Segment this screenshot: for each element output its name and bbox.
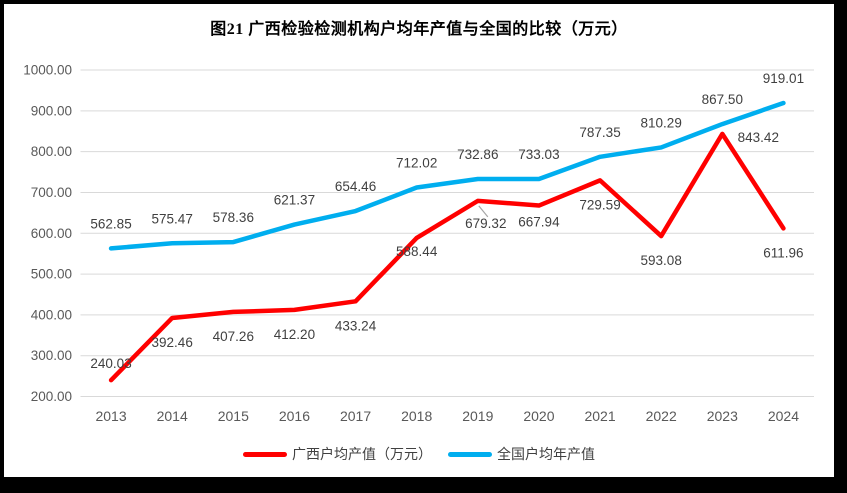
- y-axis-tick-label: 400.00: [31, 307, 72, 322]
- x-axis-tick-label: 2014: [157, 408, 188, 424]
- data-label: 787.35: [579, 125, 620, 140]
- data-label: 611.96: [763, 245, 803, 260]
- legend-label-guangxi: 广西户均产值（万元）: [292, 446, 432, 462]
- data-label: 679.32: [465, 216, 506, 231]
- data-label: 588.44: [396, 244, 438, 259]
- legend-item-national: 全国户均年产值: [448, 444, 595, 464]
- data-label: 732.86: [457, 147, 498, 162]
- x-axis-tick-label: 2020: [523, 408, 554, 424]
- y-axis-tick-label: 200.00: [31, 389, 72, 404]
- data-label: 578.36: [213, 210, 254, 225]
- national-series-line-icon: [448, 451, 492, 457]
- data-label: 412.20: [274, 327, 315, 342]
- x-axis-tick-label: 2017: [340, 408, 371, 424]
- data-label: 593.08: [641, 253, 682, 268]
- series-line-1: [108, 100, 786, 251]
- data-label: 667.94: [518, 215, 560, 230]
- x-axis-tick-label: 2019: [462, 408, 493, 424]
- x-axis-tick-label: 2015: [218, 408, 249, 424]
- y-axis-tick-label: 1000.00: [23, 63, 72, 78]
- chart-title: 图21 广西检验检测机构户均年产值与全国的比较（万元）: [210, 21, 628, 38]
- data-label: 733.03: [518, 147, 559, 162]
- y-axis-tick-label: 800.00: [31, 144, 72, 159]
- chart-legend: 广西户均产值（万元） 全国户均年产值: [4, 444, 834, 464]
- data-label: 575.47: [152, 211, 193, 226]
- data-label: 654.46: [335, 179, 376, 194]
- legend-item-guangxi: 广西户均产值（万元）: [243, 444, 432, 464]
- y-axis-tick-label: 900.00: [31, 103, 72, 118]
- data-label: 867.50: [702, 92, 743, 107]
- data-label: 392.46: [152, 335, 193, 350]
- y-axis-tick-label: 600.00: [31, 226, 72, 241]
- legend-label-national: 全国户均年产值: [497, 446, 595, 462]
- data-label: 810.29: [641, 115, 682, 130]
- line-chart-plot-area: 200.00 300.00 400.00 500.00 600.00 700.00 800.…: [23, 63, 814, 424]
- guangxi-series-line-icon: [243, 451, 287, 457]
- y-axis-tick-label: 300.00: [31, 348, 72, 363]
- x-axis-tick-label: 2023: [707, 408, 738, 424]
- data-label: 843.42: [738, 130, 779, 145]
- series-line-0: [108, 131, 786, 383]
- x-axis-tick-label: 2013: [95, 408, 126, 424]
- data-label: 729.59: [579, 197, 620, 212]
- data-label: 919.01: [763, 71, 804, 86]
- data-label: 712.02: [396, 156, 437, 171]
- label-leader-line: [478, 205, 489, 218]
- data-label: 407.26: [213, 329, 254, 344]
- data-label: 240.03: [90, 356, 131, 371]
- data-label: 621.37: [274, 193, 315, 208]
- x-axis-tick-label: 2016: [279, 408, 310, 424]
- y-axis-tick-label: 500.00: [31, 267, 72, 282]
- data-label: 562.85: [90, 216, 131, 231]
- x-axis-tick-label: 2022: [646, 408, 677, 424]
- y-axis-tick-label: 700.00: [31, 185, 72, 200]
- x-axis-tick-label: 2018: [401, 408, 432, 424]
- x-axis-tick-label: 2021: [584, 408, 615, 424]
- data-label: 433.24: [335, 318, 377, 333]
- x-axis-tick-label: 2024: [768, 408, 799, 424]
